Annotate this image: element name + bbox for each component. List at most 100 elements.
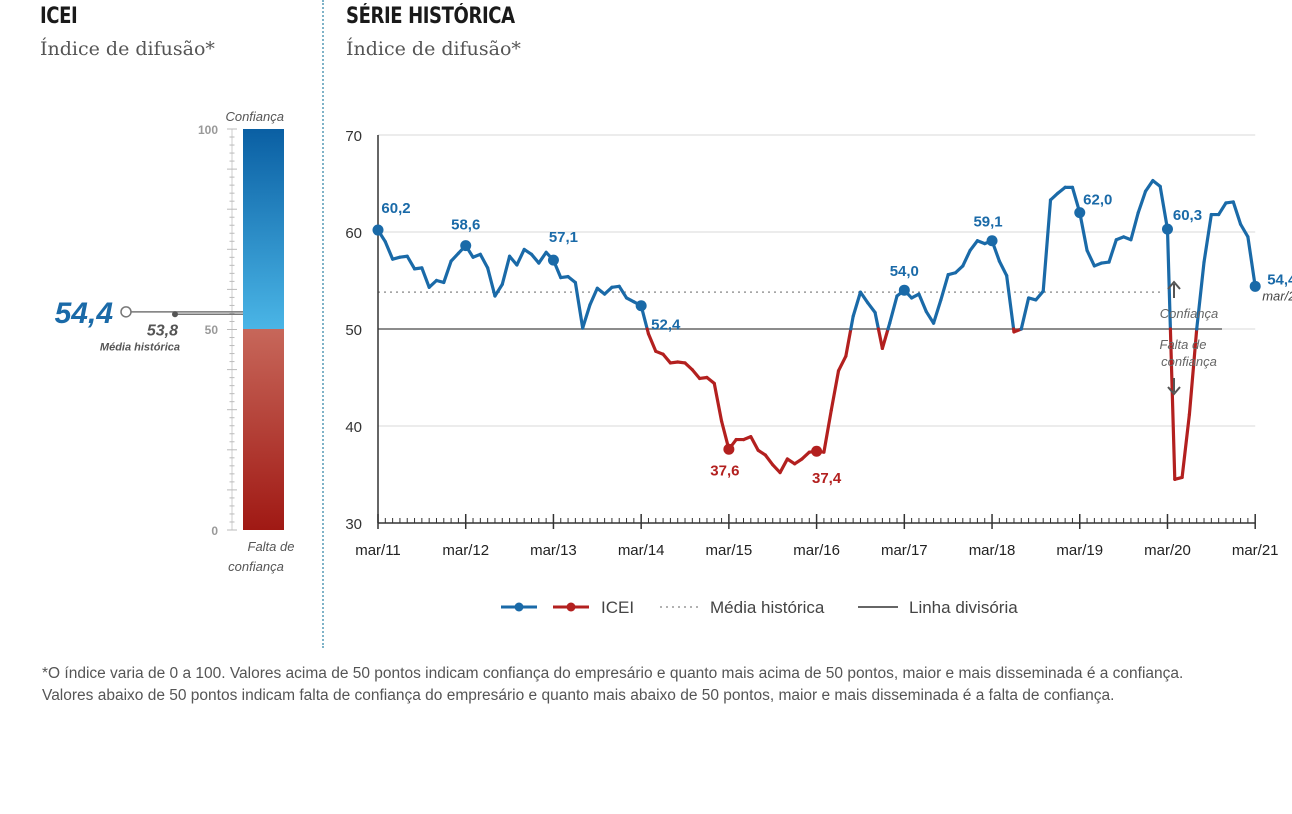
- x-tick-label: mar/17: [881, 542, 928, 559]
- data-label: 60,3: [1173, 207, 1202, 224]
- data-label: 62,0: [1083, 192, 1112, 209]
- series-segment: [500, 254, 512, 286]
- last-value-date: mar/21: [1262, 288, 1292, 303]
- series-segment: [1158, 184, 1170, 231]
- series-segment: [1168, 327, 1177, 481]
- series-segment: [1034, 289, 1045, 302]
- gauge-ticks: [227, 128, 237, 531]
- side-label-confidence: Confiança: [1160, 306, 1219, 321]
- series-marker: [723, 443, 735, 455]
- series-segment: [1041, 198, 1053, 293]
- series-segment: [1078, 211, 1089, 253]
- series-segment: [405, 254, 417, 271]
- right-panel-subtitle: Índice de difusão*: [346, 38, 521, 60]
- series-segment: [849, 314, 855, 331]
- right-panel-title: SÉRIE HISTÓRICA: [346, 4, 515, 29]
- left-panel-title: ICEI: [40, 4, 78, 29]
- series-segment: [953, 264, 965, 275]
- series-segment: [749, 435, 760, 452]
- legend-dividing-label: Linha divisória: [909, 598, 1018, 617]
- series-marker: [898, 284, 910, 296]
- series-segment: [800, 450, 811, 461]
- legend-icei-blue-swatch: [501, 602, 537, 612]
- series-segment: [529, 252, 541, 265]
- series-segment: [822, 408, 833, 454]
- gauge-tick-0: 0: [211, 524, 218, 538]
- data-label: 60,2: [381, 200, 410, 217]
- series-segment: [836, 354, 848, 373]
- series-segment: [1180, 412, 1192, 480]
- chart-gridlines: [378, 134, 1256, 427]
- series-segment: [763, 453, 775, 467]
- x-tick-label: mar/12: [442, 542, 489, 559]
- series-marker: [460, 240, 472, 252]
- series-segment: [617, 284, 629, 300]
- series-segment: [968, 239, 980, 253]
- series-segment: [690, 368, 702, 381]
- series-segment: [493, 282, 504, 298]
- y-tick-label: 40: [345, 419, 362, 436]
- y-tick-label: 60: [345, 225, 362, 242]
- data-label: 54,0: [890, 263, 919, 280]
- data-label: 59,1: [973, 214, 1002, 231]
- y-tick-label: 30: [345, 516, 362, 533]
- series-segment: [939, 273, 950, 302]
- series-segment: [646, 332, 658, 353]
- legend-average-label: Média histórica: [710, 598, 825, 617]
- series-segment: [771, 463, 782, 475]
- series-segment: [1187, 327, 1199, 416]
- series-segment: [851, 290, 863, 318]
- series-segment: [961, 248, 972, 268]
- gauge-current-marker: [120, 306, 132, 318]
- series-segment: [858, 290, 870, 305]
- series-segment: [661, 352, 673, 365]
- series-segment: [1202, 212, 1213, 264]
- legend: ICEI Média histórica Linha divisória: [501, 598, 1018, 617]
- series-marker: [1161, 223, 1173, 235]
- icei-line-chart: 30 40 50 60 70 60,2 58,6 57,1 52,4 37,6 37,4 54,0 5…: [345, 128, 1292, 617]
- y-tick-label: 70: [345, 128, 362, 145]
- series-segment: [1217, 201, 1228, 217]
- icei-series: [376, 178, 1257, 481]
- x-tick-label: mar/16: [793, 542, 840, 559]
- series-segment: [917, 292, 928, 314]
- series-segment: [581, 303, 592, 330]
- chart-x-tick-labels: mar/11 mar/12 mar/13 mar/14 mar/15 mar/16 mar/…: [355, 542, 1278, 559]
- series-segment: [683, 361, 694, 372]
- series-segment: [478, 252, 490, 270]
- series-segment: [924, 309, 936, 325]
- series-segment: [888, 294, 899, 325]
- x-tick-label: mar/20: [1144, 542, 1191, 559]
- series-segment: [778, 457, 789, 475]
- series-segment: [931, 298, 943, 325]
- series-segment: [1231, 200, 1243, 226]
- series-segment: [515, 247, 526, 267]
- series-segment: [1136, 189, 1148, 215]
- series-segment: [383, 240, 395, 261]
- footnote: *O índice varia de 0 a 100. Valores acim…: [42, 663, 1282, 707]
- series-marker: [1074, 207, 1086, 219]
- series-segment: [1246, 235, 1257, 288]
- gauge-bottom-label-line1: Falta de: [248, 539, 295, 554]
- series-segment: [873, 310, 881, 331]
- series-segment: [1143, 178, 1155, 193]
- series-segment: [1129, 211, 1140, 242]
- x-tick-label: mar/18: [969, 542, 1016, 559]
- gauge-tick-50: 50: [205, 323, 219, 337]
- x-tick-label: mar/15: [706, 542, 753, 559]
- gauge-average-value: 53,8: [147, 322, 178, 339]
- icei-data-labels: 60,2 58,6 57,1 52,4 37,6 37,4 54,0 59,1 62,0 60,3…: [381, 192, 1292, 488]
- left-panel-subtitle: Índice de difusão*: [40, 38, 215, 60]
- data-label: 54,4: [1267, 271, 1292, 288]
- x-tick-label: mar/11: [355, 542, 401, 559]
- series-segment: [573, 280, 585, 330]
- gauge-tick-100: 100: [198, 123, 218, 137]
- series-segment: [420, 266, 431, 289]
- gauge-bottom-label-line2: confiança: [228, 559, 284, 574]
- series-segment: [866, 301, 877, 315]
- series-segment: [997, 259, 1009, 278]
- series-marker: [1249, 280, 1261, 292]
- gauge-bar-confidence: [243, 129, 284, 329]
- icei-markers: [372, 207, 1261, 457]
- data-label: 37,6: [710, 462, 739, 479]
